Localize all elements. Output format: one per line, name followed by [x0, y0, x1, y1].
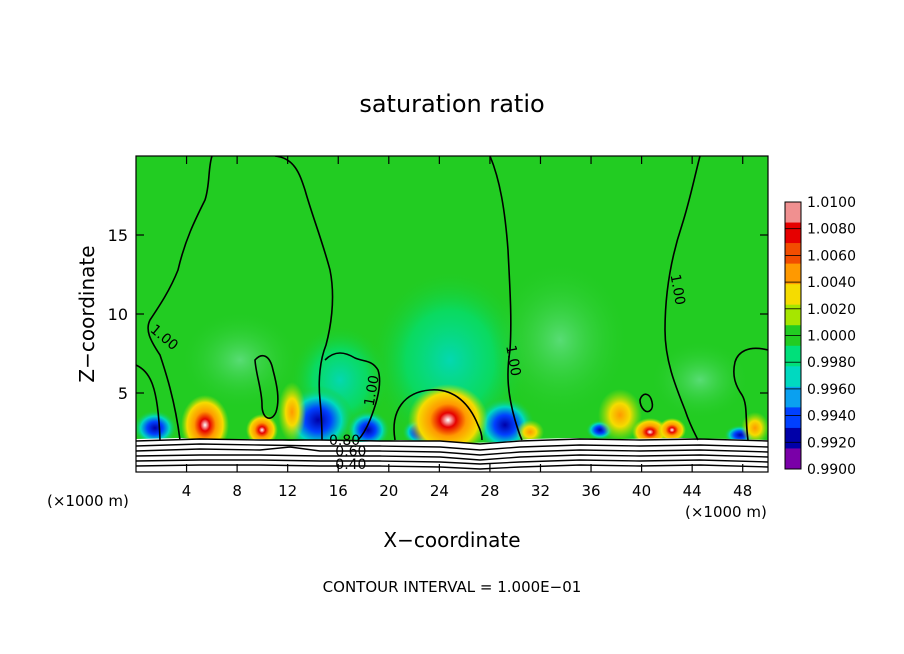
- colorbar: 1.0100 1.0080 1.0060 1.0040 1.0020 1.0000 0.99…: [784, 195, 856, 478]
- x-tick-label: 36: [581, 482, 600, 500]
- contour-line: [147, 156, 213, 441]
- field-region: [741, 412, 768, 444]
- colorbar-label: 0.9980: [807, 355, 856, 371]
- x-tick-label: 12: [278, 482, 297, 500]
- field-region: [246, 414, 278, 446]
- contour-line: [324, 352, 381, 441]
- colorbar-swatch: [785, 427, 801, 449]
- colorbar-label: 1.0040: [807, 275, 856, 291]
- contours-one: [136, 156, 768, 441]
- x-tick-label: 8: [232, 482, 242, 500]
- contour-label: 1.00: [502, 344, 523, 377]
- contour-label: 0.60: [335, 444, 366, 460]
- contour-label: 1.00: [362, 374, 383, 407]
- y-tick-label: 5: [118, 384, 128, 403]
- y-tick-label: 10: [108, 305, 128, 324]
- x-tick-label: 48: [733, 482, 752, 500]
- x-tick-label: 16: [329, 482, 348, 500]
- contour-line: [136, 446, 768, 456]
- x-unit-left: (×1000 m): [47, 492, 129, 510]
- x-tick-label: 28: [480, 482, 499, 500]
- contour-label: 0.80: [329, 433, 360, 449]
- contour-line: [489, 156, 523, 441]
- contour-line: [274, 156, 334, 441]
- contour-line: [136, 459, 768, 465]
- colorbar-swatch: [785, 243, 801, 265]
- field-region: [278, 382, 306, 442]
- colorbar-swatch: [785, 407, 801, 429]
- x-tick-label: 32: [531, 482, 550, 500]
- contour-line: [733, 347, 768, 441]
- colorbar-swatch: [785, 448, 801, 470]
- colorbar-label: 0.9960: [807, 382, 856, 398]
- colorbar-swatch: [785, 345, 801, 367]
- field-region: [516, 420, 544, 444]
- x-unit-right: (×1000 m): [685, 503, 767, 521]
- colorbar-swatch: [785, 222, 801, 244]
- contour-label: 1.00: [667, 273, 688, 306]
- plot-area: [136, 156, 768, 472]
- contour-interval-note: CONTOUR INTERVAL = 1.000E−01: [323, 578, 582, 596]
- colorbar-label: 1.0000: [807, 329, 856, 345]
- colorbar-label: 0.9900: [807, 462, 856, 478]
- colorbar-swatch: [785, 263, 801, 285]
- field-region: [408, 384, 488, 456]
- contour-line: [136, 464, 768, 470]
- contours-lower: [136, 438, 768, 470]
- x-tick-label: 24: [430, 482, 449, 500]
- x-axis: 4 8 12 16 20 24 28 32 36 40 44 48: [182, 156, 752, 500]
- colorbar-label: 1.0060: [807, 248, 856, 264]
- y-axis: 5 10 15: [108, 226, 768, 403]
- colorbar-label: 1.0080: [807, 222, 856, 238]
- colorbar-swatch: [785, 304, 801, 326]
- colorbar-label: 1.0020: [807, 302, 856, 318]
- contour-line: [664, 156, 701, 441]
- x-tick-label: 4: [182, 482, 192, 500]
- x-tick-label: 40: [632, 482, 651, 500]
- contour-line: [136, 438, 768, 445]
- field-region: [658, 418, 686, 442]
- contour-line: [136, 454, 768, 461]
- contour-line: [254, 354, 279, 419]
- y-tick-label: 15: [108, 226, 128, 245]
- colorbar-label: 0.9920: [807, 435, 856, 451]
- field-region: [650, 340, 750, 420]
- contour-line: [136, 443, 768, 451]
- chart-title: saturation ratio: [359, 90, 544, 118]
- contour-label: 0.40: [335, 457, 366, 473]
- field-region: [490, 260, 630, 420]
- contour-labels: 1.001.001.001.000.800.600.40: [147, 273, 688, 473]
- colorbar-swatch: [785, 202, 801, 223]
- colorbar-swatch: [785, 366, 801, 388]
- x-axis-label: X−coordinate: [383, 528, 520, 552]
- field-region: [136, 410, 177, 446]
- contour-line: [136, 364, 161, 441]
- lower-layer: [136, 438, 768, 472]
- y-axis-label: Z−coordinate: [75, 245, 99, 382]
- contour-line: [639, 393, 654, 413]
- field-region: [598, 389, 642, 441]
- field-region: [180, 310, 300, 410]
- contour-line: [393, 389, 483, 441]
- colorbar-label: 0.9940: [807, 409, 856, 425]
- colorbar-swatch: [785, 284, 801, 306]
- colorbar-label: 1.0100: [807, 195, 856, 211]
- colorbar-swatch: [785, 386, 801, 408]
- x-tick-label: 20: [379, 482, 398, 500]
- x-tick-label: 44: [683, 482, 702, 500]
